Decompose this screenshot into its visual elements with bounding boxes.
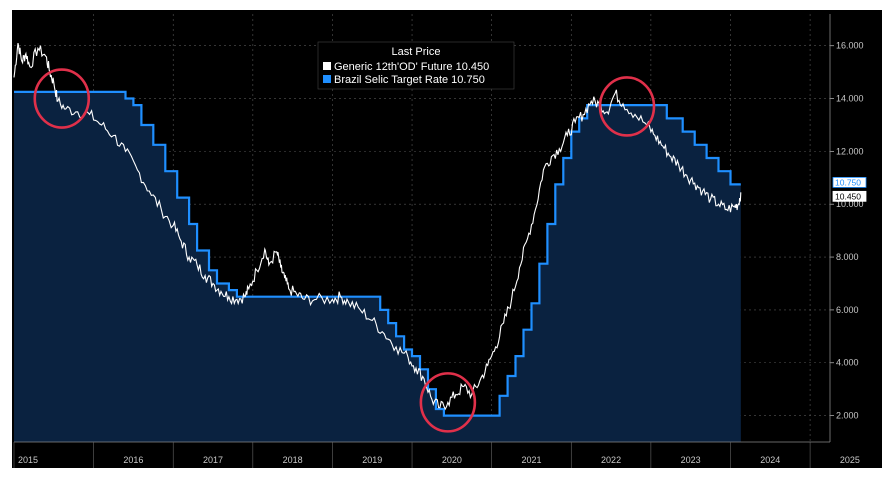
y-tick-label: 8.000 xyxy=(836,252,859,262)
legend-box xyxy=(317,41,515,90)
highlight-circle-3 xyxy=(598,76,656,137)
y-axis: 2.000 4.000 6.000 8.000 10.000 12.000 14.000 16… xyxy=(829,14,864,442)
x-tick-label: 2018 xyxy=(283,455,303,465)
selic-step-line xyxy=(14,90,741,417)
selic-area-layer xyxy=(14,91,741,443)
y-tick-label: 4.000 xyxy=(836,358,859,368)
x-tick-label: 2024 xyxy=(760,455,780,465)
legend: Last Price Generic 12th'OD' Future 10.45… xyxy=(317,41,515,90)
future-line xyxy=(13,42,742,411)
y-tick-label: 6.000 xyxy=(836,305,859,315)
series-line-layer xyxy=(13,42,742,417)
annotation-layer xyxy=(33,68,656,433)
y-tick-label: 16.000 xyxy=(836,41,864,51)
selic-vs-di-future-chart: 2015 2016 2017 2018 2019 2020 2021 2022 2023 2024… xyxy=(13,14,867,468)
x-tick-label: 2019 xyxy=(362,455,382,465)
value-badge-2 xyxy=(832,190,867,202)
x-axis: 2015 2016 2017 2018 2019 2020 2021 2022 2023 2024… xyxy=(13,441,860,468)
legend-title: Last Price xyxy=(392,46,441,58)
value-badge-text-2: 10.450 xyxy=(835,191,861,201)
x-tick-label: 2015 xyxy=(18,455,38,465)
value-badge-text-1: 10.750 xyxy=(835,177,861,187)
value-badge-1 xyxy=(832,177,867,188)
last-value-badges: 10.750 10.450 xyxy=(832,177,867,202)
y-tick-label: 14.000 xyxy=(836,94,864,104)
chart-frame: 2015 2016 2017 2018 2019 2020 2021 2022 2023 2024… xyxy=(12,10,882,468)
legend-label-selic: Brazil Selic Target Rate 10.750 xyxy=(334,74,485,86)
x-tick-label: 2025 xyxy=(840,455,860,465)
x-tick-label: 2021 xyxy=(521,455,541,465)
highlight-circle-2 xyxy=(419,372,477,433)
legend-swatch-selic xyxy=(323,75,331,83)
y-tick-label: 12.000 xyxy=(836,146,864,156)
x-tick-label: 2020 xyxy=(442,455,462,465)
x-tick-label: 2017 xyxy=(203,455,223,465)
y-tick-label: 10.000 xyxy=(836,199,864,209)
legend-swatch-future xyxy=(323,62,331,70)
x-tick-label: 2016 xyxy=(123,455,143,465)
highlight-circle-1 xyxy=(33,68,91,129)
selic-area-fill xyxy=(14,91,741,443)
legend-label-future: Generic 12th'OD' Future 10.450 xyxy=(334,61,489,73)
x-tick-label: 2023 xyxy=(681,455,701,465)
x-tick-label: 2022 xyxy=(601,455,621,465)
y-tick-label: 2.000 xyxy=(836,411,859,421)
